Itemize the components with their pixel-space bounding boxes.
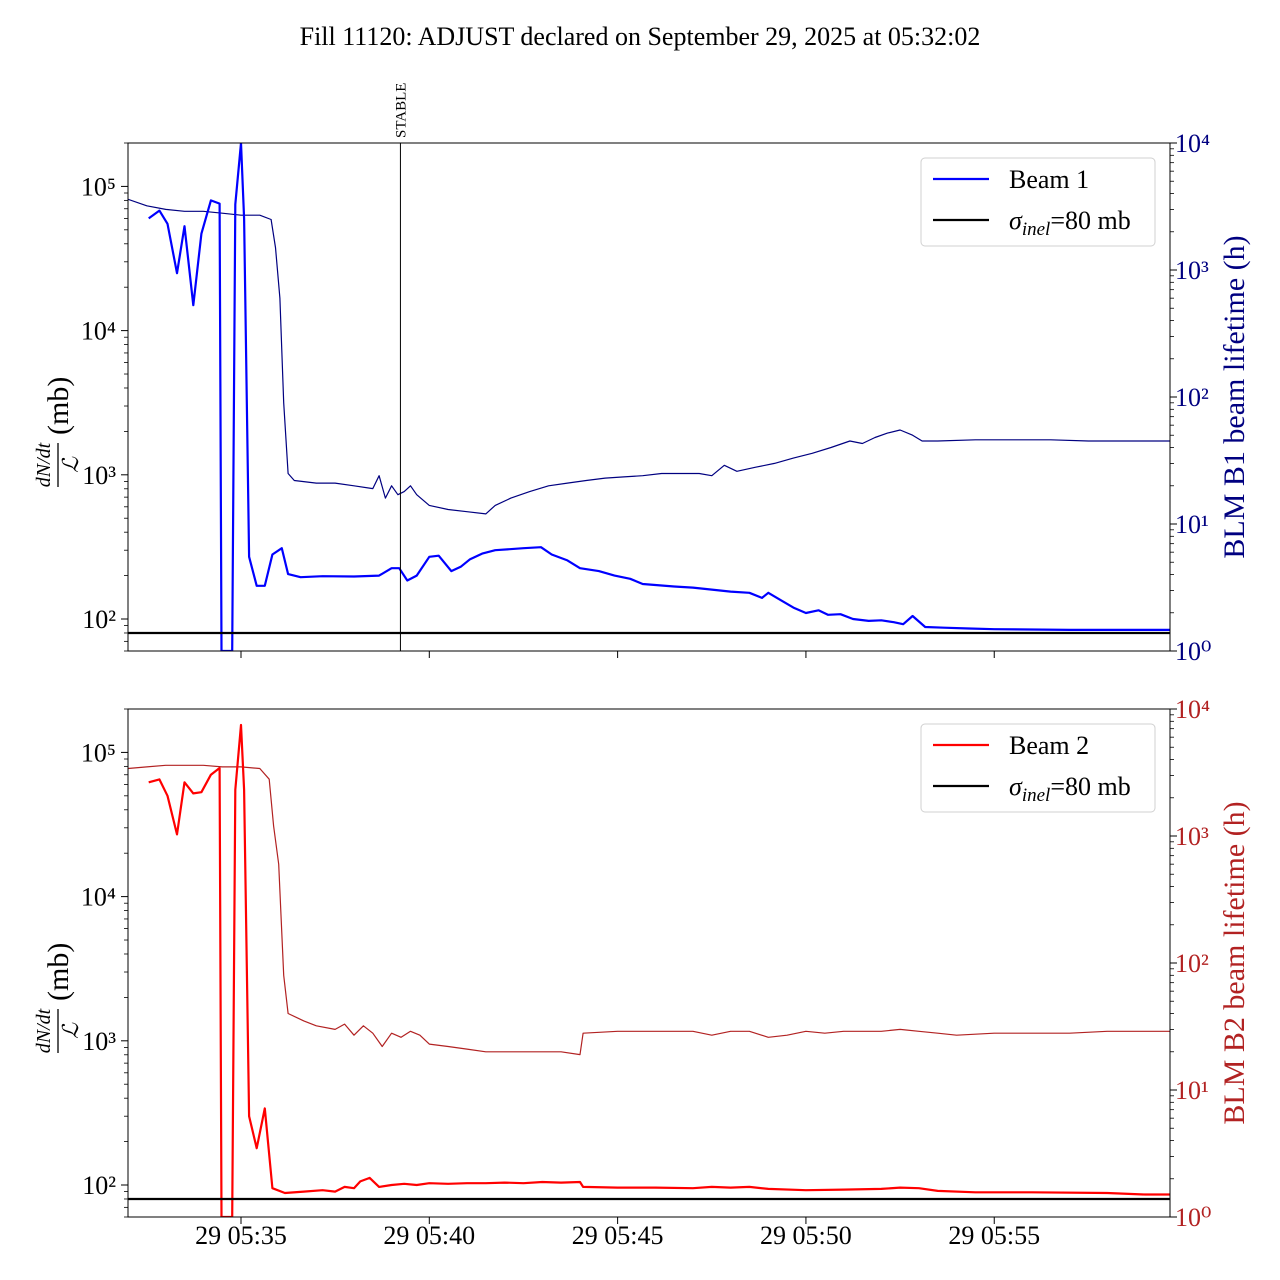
- beam-line: [148, 143, 1170, 651]
- x-tick-label: 29 05:40: [383, 1221, 475, 1250]
- blm-lifetime-line: [128, 198, 1170, 515]
- right-y-axis-title: BLM B1 beam lifetime (h): [1218, 235, 1251, 558]
- legend-label-beam: Beam 2: [1009, 731, 1089, 760]
- right-tick-label: 10²: [1175, 949, 1209, 978]
- right-tick-label: 10⁰: [1175, 1203, 1211, 1232]
- left-y-axis-title: dN/dt ℒ (mb): [33, 943, 83, 1054]
- legend: Beam 2 σinel=80 mb: [920, 723, 1156, 813]
- figure-title: Fill 11120: ADJUST declared on September…: [300, 22, 981, 51]
- right-tick-label: 10²: [1175, 383, 1209, 412]
- right-y-axis-title: BLM B2 beam lifetime (h): [1218, 801, 1251, 1124]
- ylabel-denominator: ℒ: [58, 1022, 83, 1039]
- right-tick-label: 10³: [1175, 256, 1209, 285]
- right-tick-label: 10¹: [1175, 510, 1209, 539]
- legend-label-sigma: σinel=80 mb: [1009, 772, 1131, 806]
- x-tick-label: 29 05:55: [948, 1221, 1040, 1250]
- left-tick-label: 10²: [82, 1171, 116, 1200]
- right-tick-label: 10⁴: [1175, 129, 1210, 158]
- panel-beam2: 10² 10³ 10⁴ 10⁵ 10⁰ 10¹ 10² 10³ 10⁴ 29 05:35 29 05…: [33, 695, 1251, 1250]
- left-tick-label: 10⁴: [81, 317, 116, 346]
- right-tick-label: 10¹: [1175, 1076, 1209, 1105]
- legend-label-beam: Beam 1: [1009, 165, 1089, 194]
- left-tick-label: 10⁵: [81, 172, 116, 201]
- plot-area: [128, 723, 1170, 1217]
- x-tick-label: 29 05:35: [195, 1221, 287, 1250]
- beam-line: [148, 723, 1170, 1217]
- x-tick-label: 29 05:50: [760, 1221, 852, 1250]
- left-tick-label: 10⁵: [81, 738, 116, 767]
- right-tick-label: 10⁰: [1175, 637, 1211, 666]
- stable-marker-label: STABLE: [393, 83, 409, 138]
- ylabel-denominator: ℒ: [58, 456, 83, 473]
- plot-area: [128, 143, 1170, 651]
- left-tick-label: 10⁴: [81, 883, 116, 912]
- blm-lifetime-line: [128, 764, 1170, 1056]
- right-tick-label: 10³: [1175, 822, 1209, 851]
- left-y-axis-title: dN/dt ℒ (mb): [33, 377, 83, 488]
- left-tick-label: 10²: [82, 605, 116, 634]
- ylabel-unit: (mb): [42, 377, 75, 435]
- legend-label-sigma: σinel=80 mb: [1009, 206, 1131, 240]
- ylabel-numerator: dN/dt: [33, 1008, 55, 1053]
- ylabel-unit: (mb): [42, 943, 75, 1001]
- panel-beam1: STABLE 10² 10³ 10⁴ 10⁵ 10⁰ 10¹ 10² 10³ 10⁴ dN/dt ℒ (…: [33, 83, 1251, 666]
- left-tick-label: 10³: [82, 1027, 116, 1056]
- ylabel-numerator: dN/dt: [33, 442, 55, 487]
- x-tick-label: 29 05:45: [572, 1221, 664, 1250]
- left-tick-label: 10³: [82, 461, 116, 490]
- legend: Beam 1 σinel=80 mb: [920, 157, 1156, 247]
- right-tick-label: 10⁴: [1175, 695, 1210, 724]
